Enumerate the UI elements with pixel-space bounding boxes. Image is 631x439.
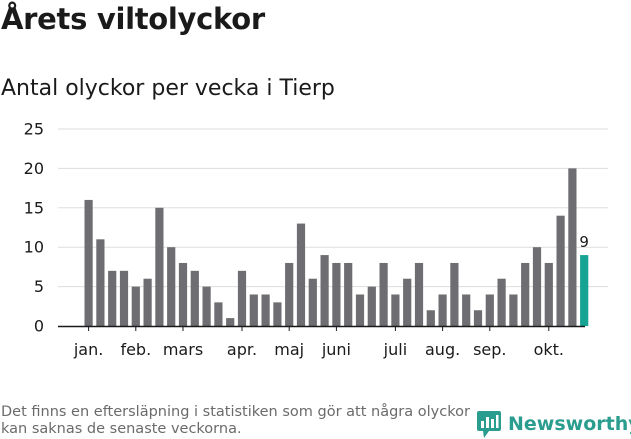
bar [108,270,117,326]
y-axis: 0 5 10 15 20 25 [24,120,44,336]
y-tick-label: 10 [24,238,44,257]
y-tick-label: 5 [34,277,44,296]
bar [285,262,294,326]
bar [355,294,365,326]
x-axis: jan. feb. mars apr. maj juni juli aug. sep. okt. [58,325,585,359]
x-tick-label: maj [274,340,304,359]
y-tick-label: 15 [24,198,44,217]
bar [237,270,247,326]
bar [509,294,518,326]
bar [521,262,530,326]
newsworthy-chart-bubble-icon [477,411,501,438]
bar [426,310,435,326]
bar [403,278,412,326]
y-tick-label: 20 [24,159,44,178]
x-tick-label: apr. [227,340,257,359]
bar [119,270,129,326]
bar [320,255,329,326]
bar [532,247,542,326]
bar [84,199,93,326]
chart-title: Årets viltolyckor [1,2,265,36]
y-tick-label: 25 [24,120,44,139]
bar [178,262,188,326]
x-tick-label: juni [321,340,351,359]
bar [379,262,388,326]
x-tick-label: mars [163,340,203,359]
bar [544,262,553,326]
bar [190,270,199,326]
x-tick-label: feb. [120,340,151,359]
bar [438,294,447,326]
data-labels: 9 [579,233,589,251]
bar [485,294,494,326]
bar [556,215,565,326]
bar [131,286,140,326]
bar [497,278,506,326]
bar [344,262,353,326]
bar [296,223,306,326]
brand: Newsworthy [476,408,631,439]
bar [261,294,270,326]
chart-subtitle: Antal olyckor per vecka i Tierp [1,76,335,101]
bar [226,318,235,326]
bar [214,302,223,326]
bar-chart: 0 5 10 15 20 25 jan. feb. mars apr. maj juni juli au… [24,120,608,359]
bar [96,239,105,326]
bar [367,286,376,326]
bar [414,262,424,326]
bar [391,294,400,326]
x-tick-label: jan. [73,340,103,359]
bar [143,278,152,326]
bar [462,294,471,326]
bar [167,247,176,326]
bar [249,294,258,326]
bar [473,310,483,326]
footnote: Det finns en eftersläpning i statistiken… [1,404,470,437]
bar [202,286,211,326]
bar [332,262,341,326]
x-tick-label: sep. [473,340,506,359]
gridlines [58,128,608,288]
bar [273,302,282,326]
x-tick-label: okt. [534,340,564,359]
brand-name: Newsworthy [508,413,631,435]
highlight-value-label: 9 [579,233,589,251]
bar [450,262,459,326]
bar-highlight [580,255,589,326]
bar [568,168,577,326]
y-tick-label: 0 [34,317,44,336]
bar [155,207,164,326]
x-tick-label: juli [383,340,407,359]
bar [308,278,317,326]
bars [84,168,589,326]
x-tick-label: aug. [425,340,460,359]
